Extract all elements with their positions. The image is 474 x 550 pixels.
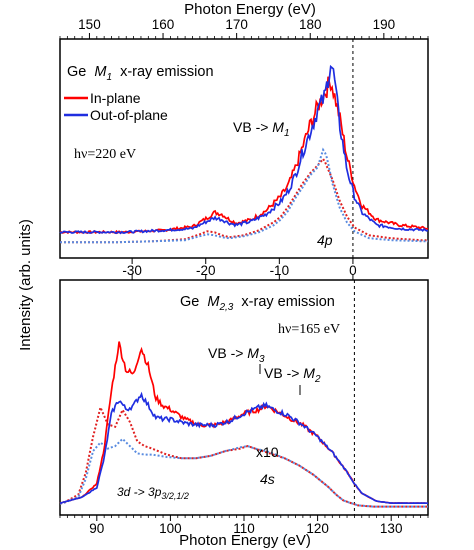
top-title-element: Ge (67, 64, 86, 80)
bottom-title-symbol: M (207, 294, 220, 310)
legend-label-in-plane: In-plane (90, 90, 141, 106)
top-xtick-label: 150 (78, 17, 101, 32)
bottom-orbital-label: 4s (260, 471, 275, 487)
bottom-xaxis-ticks: 90 100 110 120 130 (59, 515, 429, 536)
top-xtick-label: 190 (373, 17, 396, 32)
bottom-x10-label: x10 (256, 444, 279, 460)
bottom-xtick-label: 100 (159, 521, 182, 536)
bottom-xtick-label: 130 (380, 521, 403, 536)
top-xaxis-title: Photon Energy (eV) (184, 1, 316, 18)
bottom-title-element: Ge (180, 294, 199, 310)
bottom-vb2-symbol: M (303, 365, 315, 381)
relative-tick-label: -20 (196, 263, 216, 278)
bottom-excitation-energy: hν=165 eV (278, 322, 340, 337)
top-title-symbol: M (94, 64, 107, 80)
dotted-in-plane-line (59, 404, 428, 508)
top-orbital-label: 4p (317, 232, 333, 248)
bottom-vb2-text: VB -> (264, 365, 303, 381)
top-xaxis-ticks: 150 160 170 180 190 (59, 17, 429, 39)
dotted-in-plane-line (60, 157, 428, 244)
bottom-vb3-sub: 3 (259, 354, 265, 365)
top-xtick-label: 180 (299, 17, 322, 32)
relative-energy-ticks: -30 -20 -10 0 (122, 258, 357, 280)
bottom-panel-title: Ge M2,3 x-ray emission (180, 294, 335, 314)
top-excitation-energy: hν=220 eV (74, 147, 136, 162)
bottom-panel-frame (59, 279, 429, 516)
bottom-vb2-sub: 2 (314, 374, 321, 385)
bottom-core-annotation: 3d -> 3p3/2,1/2 (117, 485, 189, 501)
yaxis-title: Intensity (arb. units) (17, 219, 34, 351)
top-panel-title: Ge M1 x-ray emission (67, 64, 214, 84)
relative-tick-label: -10 (270, 263, 290, 278)
series-in-plane-line (59, 341, 428, 505)
bottom-xtick-label: 90 (89, 521, 104, 536)
top-series-group (59, 64, 429, 244)
top-title-sub: 1 (106, 72, 112, 83)
bottom-vb3-text: VB -> (208, 345, 247, 361)
top-xtick-label: 160 (152, 17, 175, 32)
dotted-out-of-plane-line (59, 437, 428, 508)
bottom-vb3-symbol: M (247, 345, 259, 361)
dotted-out-of-plane-line (60, 147, 428, 244)
relative-tick-label: 0 (349, 263, 357, 278)
bottom-series-group (59, 341, 429, 508)
bottom-xtick-label: 120 (306, 521, 329, 536)
bottom-xtick-label: 110 (233, 521, 255, 536)
top-title-rest: x-ray emission (120, 64, 213, 80)
bottom-title-sub: 2,3 (218, 302, 233, 313)
series-out-of-plane-line (59, 64, 429, 235)
top-vb-text: VB -> (233, 119, 272, 135)
bottom-title-rest: x-ray emission (241, 294, 334, 310)
bottom-vb2-annotation: VB -> M2 (264, 365, 321, 385)
bottom-core-text: 3d -> 3p (117, 485, 162, 499)
top-xtick-label: 170 (225, 17, 248, 32)
top-vb-sub: 1 (284, 128, 290, 139)
legend-label-out-of-plane: Out-of-plane (90, 107, 168, 123)
top-vb-symbol: M (272, 119, 284, 135)
bottom-core-sub: 3/2,1/2 (161, 491, 189, 501)
series-out-of-plane-line (59, 391, 429, 505)
top-vb-annotation: VB -> M1 (233, 119, 290, 139)
bottom-vb3-annotation: VB -> M3 (208, 345, 265, 365)
relative-tick-label: -30 (122, 263, 142, 278)
bottom-xaxis-title: Photon Energy (eV) (179, 532, 311, 549)
